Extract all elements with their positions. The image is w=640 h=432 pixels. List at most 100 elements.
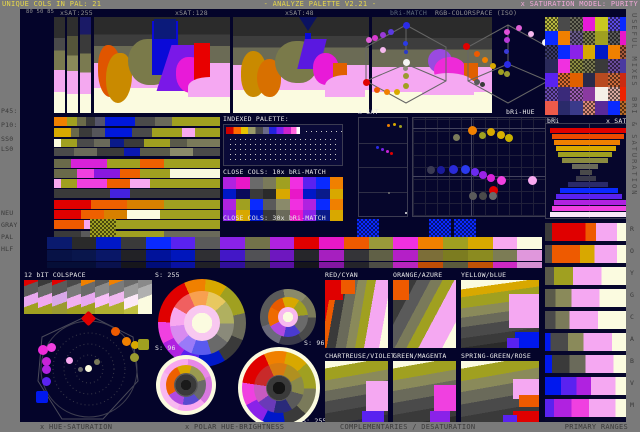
sidebar-label-pal: PAL	[1, 233, 14, 241]
close-cols-30-label: CLOSE COLS: 30x bRi-MATCH	[223, 214, 326, 222]
ramp-row-9[interactable]	[54, 200, 220, 209]
useful-mixes-grid[interactable]	[545, 17, 626, 115]
title-bar: UNIQUE COLS IN PAL: 21 - ANALYZE PALETTE…	[0, 0, 640, 9]
tab-polar-hue-brightness[interactable]: x POLAR HUE-BRIGHTNESS	[185, 423, 285, 431]
unique-cols-label: UNIQUE COLS IN PAL: 21	[2, 0, 102, 8]
ramp-row-ss0[interactable]	[54, 139, 220, 147]
palette-strip-row2[interactable]	[22, 250, 543, 261]
ramp-row-p10[interactable]	[54, 128, 220, 137]
indexed-palette-grid[interactable]	[223, 124, 343, 166]
data-point	[42, 377, 51, 386]
tab-hue-saturation[interactable]: x HUE-SATURATION	[40, 423, 113, 431]
data-point	[66, 357, 73, 364]
palette-marker-3	[429, 219, 451, 237]
data-point	[42, 365, 51, 374]
rgb-cube-right[interactable]	[460, 19, 556, 107]
tab-primary-ranges[interactable]: PRIMARY RANGES	[564, 423, 628, 431]
ramp-row-6[interactable]	[54, 169, 220, 178]
polar-label-3: S: 96	[155, 344, 176, 352]
ramp-row-p45[interactable]	[54, 117, 220, 126]
comp-panel-yellow-blue[interactable]	[461, 280, 539, 348]
ramp-row-ls0[interactable]	[54, 148, 220, 156]
primary-letter-c: C	[630, 313, 635, 321]
status-bar: x HUE-SATURATION x POLAR HUE-BRIGHTNESS …	[0, 422, 640, 432]
data-point	[122, 337, 131, 346]
data-point	[78, 367, 83, 372]
hue-sat-mini-strip-b[interactable]	[67, 17, 78, 113]
axis-label-sat: x SAT	[358, 108, 379, 116]
primary-letter-o: O	[630, 247, 635, 255]
data-point	[94, 359, 100, 365]
palette-marker-2	[357, 219, 379, 237]
primary-letter-m: M	[630, 401, 635, 409]
primary-letter-b: B	[630, 357, 635, 365]
minor-numbers-label: 80 50 85	[26, 9, 55, 15]
comp-panel-green-magenta[interactable]	[393, 361, 456, 422]
sat-axis-label: x SAT	[606, 117, 626, 125]
data-point	[42, 357, 51, 366]
ramp-row-11[interactable]	[54, 220, 220, 229]
close-cols-10-swatches-row2[interactable]	[223, 199, 343, 221]
rgb-cube-left[interactable]	[358, 19, 454, 107]
data-point	[47, 343, 56, 352]
hue-sat-mini-strip-c[interactable]	[80, 17, 91, 113]
hue-sat-panel-sat128[interactable]	[233, 17, 369, 113]
sidebar-label-hlf: HLF	[1, 245, 14, 253]
colspace-panel[interactable]	[24, 280, 152, 314]
sidebar-label-p10: P10:	[1, 121, 18, 129]
primary-letter-a: A	[630, 335, 635, 343]
colspace-title: 12 bIT COLSPACE	[24, 271, 86, 279]
palette-strip[interactable]	[22, 237, 543, 249]
ramp-row-5[interactable]	[54, 159, 220, 168]
ramp-row-8[interactable]	[54, 189, 220, 198]
rail-label-useful-mixes: USEFUL MIXES	[630, 13, 638, 88]
comp-title-spring-green-rose: SPRING-GREEN/ROSE	[461, 352, 531, 360]
data-point	[111, 327, 120, 336]
hue-sat-panel-sat255[interactable]	[94, 17, 230, 113]
data-point	[38, 345, 48, 355]
data-point	[131, 341, 139, 349]
indexed-palette-title: INDEXED PALETTE:	[223, 115, 289, 123]
ramp-row-10[interactable]	[54, 210, 220, 219]
hue-saturation-polar-chart[interactable]	[28, 309, 150, 422]
bri-hue-scatter-panel[interactable]	[412, 117, 556, 217]
axis-label-bri-hue: bRi-HUE	[506, 108, 535, 116]
polar-circle-1[interactable]	[158, 279, 246, 367]
primary-letter-g: G	[630, 291, 635, 299]
comp-title-red-cyan: RED/CYAN	[325, 271, 358, 279]
hue-sat-mini-strip-a[interactable]	[54, 17, 65, 113]
polar-label-2: S: 96	[304, 339, 325, 347]
polar-circle-3[interactable]	[156, 355, 216, 415]
palette-marker-1	[90, 219, 116, 237]
palette-strip-row3[interactable]	[22, 262, 543, 268]
ramp-row-7[interactable]	[54, 179, 220, 188]
bri-saturation-chart[interactable]	[545, 123, 626, 219]
comp-panel-red-cyan[interactable]	[325, 280, 388, 348]
panel-label-sat128: xSAT:128	[175, 9, 208, 17]
comp-panel-orange-azure[interactable]	[393, 280, 456, 348]
comp-title-orange-azure: ORANGE/AZURE	[393, 271, 443, 279]
panel-label-bri-match: bRi-MATCH	[390, 9, 428, 17]
data-point	[130, 353, 139, 362]
data-point	[85, 365, 92, 372]
saturation-model-label[interactable]: x SATURATION MODEL: PURITY	[520, 0, 638, 8]
comp-panel-spring-green-rose[interactable]	[461, 361, 539, 422]
close-cols-10-label: CLOSE COLS: 10x bRi-MATCH	[223, 168, 326, 176]
rail-label-bri-saturation: BRI & SATURATION	[630, 97, 638, 197]
data-point	[138, 339, 149, 350]
polar-circle-2[interactable]	[260, 289, 316, 345]
sidebar-label-gray: GRAY	[1, 221, 18, 229]
primary-ranges-chart[interactable]	[545, 221, 626, 421]
sidebar-label-ls0: LS0	[1, 145, 14, 153]
sidebar-label-neu: NEU	[1, 209, 14, 217]
rgb-colorspace-title: RGB-COLORSPACE (ISO)	[435, 9, 518, 17]
tab-complementaries[interactable]: COMPLEMENTARIES / DESATURATION	[340, 423, 476, 431]
comp-title-chartreuse-violet: CHARTREUSE/VIOLET	[325, 352, 395, 360]
bri-axis-label: bRi	[547, 117, 560, 125]
palette-marker-4	[454, 219, 476, 237]
sat-scatter-panel[interactable]	[358, 117, 408, 217]
close-cols-10-swatches[interactable]	[223, 177, 343, 199]
polar-circle-4[interactable]	[238, 347, 320, 422]
comp-panel-chartreuse-violet[interactable]	[325, 361, 388, 422]
